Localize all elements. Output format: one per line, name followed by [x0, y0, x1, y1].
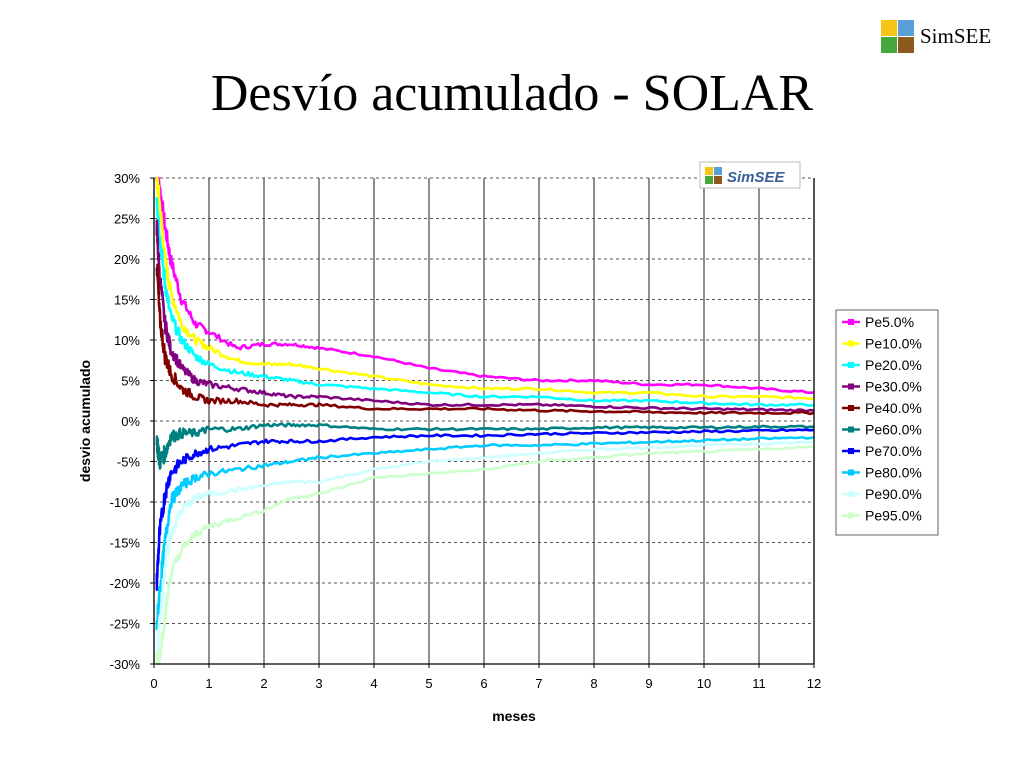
x-tick-label: 5: [425, 676, 432, 691]
series-lines: [155, 176, 815, 666]
x-tick-label: 4: [370, 676, 377, 691]
x-tick-label: 6: [480, 676, 487, 691]
legend-marker: [848, 383, 854, 390]
y-tick-label: 25%: [114, 212, 140, 227]
legend: Pe5.0% Pe10.0% Pe20.0% Pe30.0% Pe40.0% Pe60.0…: [835, 309, 939, 536]
axes: [150, 177, 815, 668]
series-line-pe5-0-: [155, 176, 815, 395]
series-line-pe30-0-: [155, 219, 815, 413]
legend-entry: Pe70.0%: [865, 443, 922, 459]
series-line-pe20-0-: [155, 197, 815, 408]
x-tick-label: 0: [150, 676, 157, 691]
legend-entry: Pe80.0%: [865, 465, 922, 481]
series-line-pe10-0-: [155, 176, 815, 401]
x-tick-label: 9: [645, 676, 652, 691]
legend-marker: [848, 319, 854, 325]
y-tick-label: 10%: [114, 333, 140, 348]
chart-watermark: SimSEE: [699, 161, 801, 189]
y-tick-label: -30%: [110, 657, 141, 672]
y-tick-label: -10%: [110, 495, 141, 510]
y-tick-label: 15%: [114, 293, 140, 308]
simsee-logo-icon: [881, 20, 914, 53]
y-tick-label: -25%: [110, 617, 141, 632]
x-tick-label: 8: [590, 676, 597, 691]
legend-marker: [848, 491, 854, 497]
series-line-pe95-0-: [155, 445, 815, 666]
y-tick-label: 0%: [121, 414, 140, 429]
y-axis-label: desvio acumulado: [77, 360, 93, 482]
y-tick-label: -15%: [110, 536, 141, 551]
y-tick-label: 20%: [114, 252, 140, 267]
x-tick-label: 3: [315, 676, 322, 691]
y-tick-label: 5%: [121, 374, 140, 389]
x-tick-label: 7: [535, 676, 542, 691]
slide-title: Desvío acumulado - SOLAR: [210, 65, 814, 122]
series-line-pe80-0-: [155, 435, 815, 631]
x-axis-label: meses: [492, 708, 536, 724]
x-tick-label: 10: [697, 676, 711, 691]
legend-entry: Pe30.0%: [865, 379, 922, 395]
series-line-pe60-0-: [155, 422, 815, 470]
logo-text: SimSEE: [920, 24, 992, 48]
legend-entry: Pe40.0%: [865, 400, 922, 416]
legend-marker: [848, 362, 854, 368]
tick-labels: -30% -25% -20% -15% -10% -5% 0% 5% 10% 15% 20% 25% 3…: [110, 171, 822, 691]
legend-marker: [848, 512, 854, 519]
legend-entry: Pe20.0%: [865, 357, 922, 373]
legend-marker: [848, 426, 854, 433]
legend-marker: [848, 448, 854, 454]
legend-box: [835, 309, 939, 536]
legend-entry: Pe60.0%: [865, 422, 922, 438]
y-tick-label: -5%: [117, 455, 141, 470]
x-tick-label: 1: [205, 676, 212, 691]
watermark-text: SimSEE: [727, 169, 786, 186]
legend-entry: Pe10.0%: [865, 336, 922, 352]
legend-marker: [848, 405, 854, 411]
simsee-logo: SimSEE: [881, 20, 991, 53]
watermark-icon-square: [705, 167, 713, 175]
x-tick-label: 2: [260, 676, 267, 691]
legend-entry: Pe5.0%: [865, 314, 914, 330]
legend-entry: Pe95.0%: [865, 508, 922, 524]
y-tick-label: 30%: [114, 171, 140, 186]
legend-marker: [848, 469, 854, 476]
series-line-pe40-0-: [155, 263, 815, 416]
watermark-icon-square: [705, 176, 713, 184]
y-tick-label: -20%: [110, 576, 141, 591]
legend-marker: [848, 340, 854, 347]
series-line-pe90-0-: [155, 440, 815, 662]
x-tick-label: 11: [752, 676, 766, 691]
legend-entry: Pe90.0%: [865, 486, 922, 502]
series-line-pe70-0-: [155, 428, 815, 591]
watermark-icon-square: [714, 176, 722, 184]
watermark-icon-square: [714, 167, 722, 175]
x-tick-label: 12: [807, 676, 821, 691]
